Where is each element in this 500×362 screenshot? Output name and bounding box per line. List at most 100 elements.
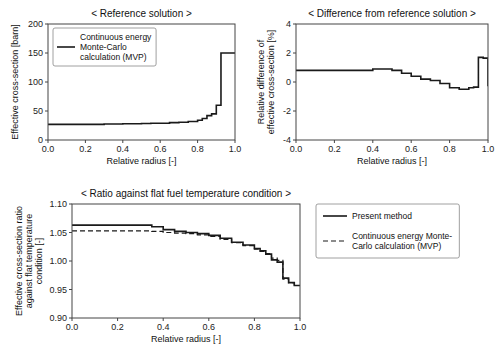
y-tick-label: 1.10 — [49, 199, 67, 209]
y-axis-label-line: against flat temperature — [24, 214, 34, 309]
y-tick-label: 0.90 — [49, 313, 67, 323]
x-axis-label: Relative radius [-] — [357, 156, 427, 166]
panel: 0.0 0.2 0.4 0.6 0.8 1.0 -4 -2 0 2 4 < Difference fr… — [256, 8, 494, 166]
legend-label-line: Continuous energy — [80, 32, 152, 42]
x-tick — [334, 140, 335, 143]
y-tick — [69, 289, 72, 290]
y-tick-label: 100 — [28, 77, 43, 87]
y-tick — [293, 111, 296, 112]
plot-frame — [72, 204, 300, 318]
x-tick-label: 0.2 — [111, 322, 124, 332]
x-tick — [163, 318, 164, 321]
panel: 0.00.20.40.60.81.0050100150200< Referenc… — [10, 8, 241, 166]
y-tick — [45, 24, 48, 25]
panel-title: < Reference solution > — [91, 8, 192, 19]
y-tick — [69, 318, 72, 319]
x-tick — [254, 318, 255, 321]
x-tick — [117, 318, 118, 321]
legend-swatch — [323, 215, 347, 217]
y-tick — [293, 82, 296, 83]
x-tick — [449, 140, 450, 143]
plot-frame — [48, 24, 235, 140]
legend: Continuous energyMonte-Carlocalculation … — [53, 28, 156, 66]
y-tick — [45, 82, 48, 83]
y-axis-label: Relative difference ofeffective cross-se… — [256, 30, 276, 134]
panel: 0.0 0.2 0.4 0.6 0.8 1.0 0.90 0.95 1.00 1.05 1.10 < … — [14, 188, 459, 344]
x-tick-label: 0.0 — [290, 144, 303, 154]
x-tick-label: 0.6 — [154, 144, 167, 154]
y-tick-label: 1.00 — [49, 256, 67, 266]
plot-frame — [296, 24, 488, 140]
data-group — [72, 225, 300, 285]
x-tick — [411, 140, 412, 143]
x-tick-label: 0.4 — [367, 144, 380, 154]
x-tick — [235, 140, 236, 143]
y-axis-label: Effective cross-section ratioagainst fla… — [14, 206, 44, 316]
legend-label-line: calculation (MVP) — [80, 52, 147, 62]
y-tick — [69, 204, 72, 205]
plot-area — [72, 204, 300, 318]
y-tick-label: -4 — [283, 135, 291, 145]
plot-area — [48, 24, 235, 140]
y-tick — [293, 24, 296, 25]
x-tick-label: 0.8 — [248, 322, 261, 332]
x-tick — [372, 140, 373, 143]
x-tick — [160, 140, 161, 143]
x-axis-label: Relative radius [-] — [151, 334, 221, 344]
x-tick-label: 0.6 — [203, 322, 216, 332]
y-tick — [69, 261, 72, 262]
y-axis-label-line: Effective cross-section [barn] — [10, 24, 20, 139]
panel-title: < Ratio against flat fuel temperature co… — [81, 188, 291, 199]
x-tick-label: 0.4 — [117, 144, 130, 154]
x-tick — [300, 318, 301, 321]
y-tick — [293, 53, 296, 54]
legend-label: Continuous energyMonte-Carlocalculation … — [80, 32, 152, 62]
y-tick — [293, 140, 296, 141]
panel-title: < Difference from reference solution > — [308, 8, 476, 19]
legend-label-line: Monte-Carlo — [80, 42, 127, 52]
y-tick-label: 200 — [28, 19, 43, 29]
legend-box — [53, 28, 156, 66]
y-axis-label: Effective cross-section [barn] — [10, 24, 20, 139]
chart-figure: 0.00.20.40.60.81.0050100150200< Referenc… — [0, 0, 500, 362]
x-tick-label: 0.2 — [79, 144, 92, 154]
data-group — [296, 57, 488, 89]
legend-label-line: Carlo calculation (MVP) — [352, 241, 441, 251]
y-tick-label: 2 — [286, 48, 291, 58]
legend-label: Present method — [352, 211, 412, 221]
legend-label-line: Continuous energy Monte- — [352, 231, 452, 241]
y-tick-label: 4 — [286, 19, 291, 29]
x-tick-label: 0.2 — [328, 144, 341, 154]
y-tick — [45, 140, 48, 141]
x-tick-label: 0.4 — [157, 322, 170, 332]
x-tick-label: 1.0 — [294, 322, 307, 332]
y-tick-label: 0.95 — [49, 285, 67, 295]
y-tick-label: 0 — [286, 77, 291, 87]
step-line — [72, 225, 300, 285]
x-tick — [208, 318, 209, 321]
y-tick-label: -2 — [283, 106, 291, 116]
x-tick-label: 0.8 — [191, 144, 204, 154]
x-tick — [197, 140, 198, 143]
x-tick — [488, 140, 489, 143]
y-axis-label-line: Relative difference of — [256, 39, 266, 124]
x-tick-label: 1.0 — [229, 144, 242, 154]
x-tick — [85, 140, 86, 143]
x-axis-label: Relative radius [-] — [106, 156, 176, 166]
y-tick — [45, 53, 48, 54]
y-axis-label-line: condition [-] — [34, 238, 44, 285]
x-tick-label: 0.8 — [443, 144, 456, 154]
legend-swatch — [323, 240, 347, 241]
x-tick-label: 0.6 — [405, 144, 418, 154]
y-tick-label: 1.05 — [49, 228, 67, 238]
legend: Present method Continuous energy Monte-Ca… — [316, 204, 459, 258]
x-tick-label: 1.0 — [482, 144, 495, 154]
y-tick-label: 0 — [38, 135, 43, 145]
step-line — [296, 57, 488, 89]
legend-label: Continuous energy Monte-Carlo calculatio… — [352, 231, 452, 251]
legend-label-line: Present method — [352, 211, 412, 221]
y-axis-label-line: Effective cross-section ratio — [14, 206, 24, 316]
x-tick-label: 0.0 — [42, 144, 55, 154]
y-tick-label: 150 — [28, 48, 43, 58]
x-tick-label: 0.0 — [66, 322, 79, 332]
